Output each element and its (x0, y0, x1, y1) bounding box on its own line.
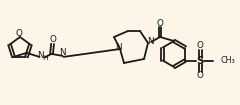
Text: N: N (59, 48, 66, 57)
Text: H: H (42, 55, 48, 61)
Text: CH₃: CH₃ (220, 56, 235, 65)
Text: N: N (37, 51, 44, 60)
Text: N: N (147, 37, 153, 45)
Text: S: S (197, 56, 204, 66)
Text: O: O (49, 35, 56, 44)
Text: O: O (197, 41, 204, 50)
Text: O: O (16, 30, 22, 39)
Text: N: N (115, 43, 121, 52)
Text: O: O (156, 18, 163, 28)
Text: O: O (197, 71, 204, 80)
